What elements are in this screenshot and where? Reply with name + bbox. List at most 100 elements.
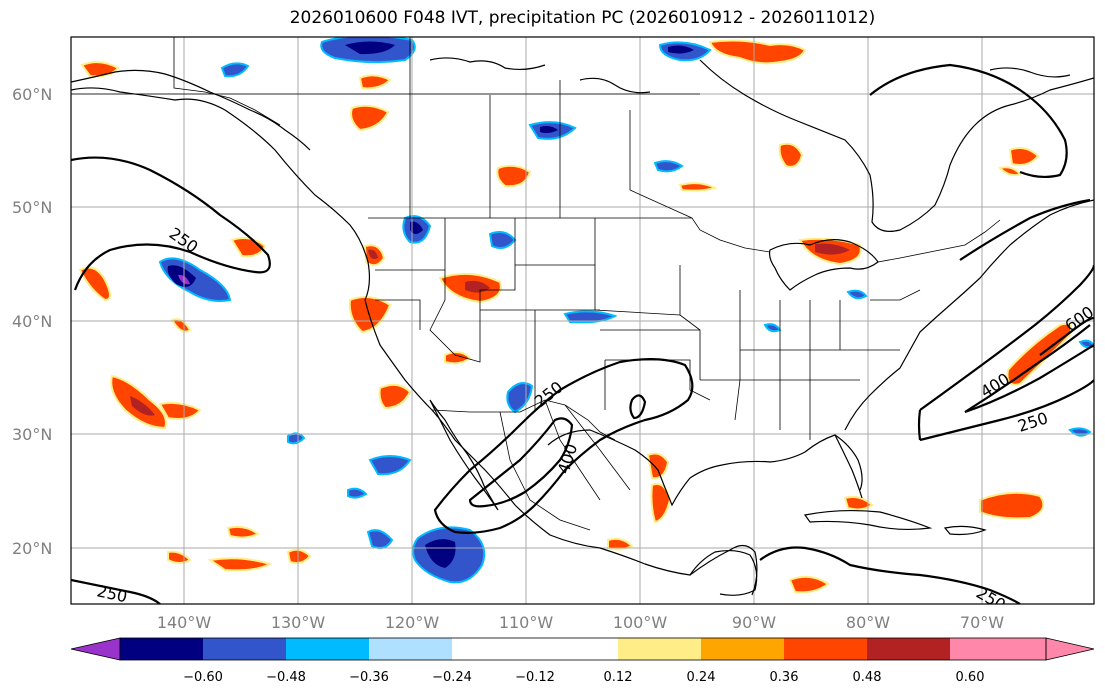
colorbar-extend-min <box>70 637 121 661</box>
precip-pc-fill <box>78 37 1094 594</box>
pos-anomaly-core <box>130 396 155 416</box>
arctic-islands-coastline <box>989 67 1071 78</box>
neg-anomaly-region <box>846 289 868 300</box>
ivt-label-250-southwest: 250 <box>95 581 129 606</box>
pos-anomaly-region <box>979 491 1045 520</box>
hudson-bay-coastline <box>699 59 1094 232</box>
pos-anomaly-region <box>646 452 670 480</box>
pos-anomaly-region <box>286 548 312 565</box>
pos-anomaly-core <box>815 243 850 255</box>
ivt-contour-250-mexico <box>433 358 694 534</box>
neg-anomaly-core <box>540 126 558 134</box>
neg-anomaly-region <box>368 455 412 476</box>
us-state-border <box>429 218 681 363</box>
political-borders <box>71 37 1001 531</box>
great-lakes-outline <box>768 239 879 291</box>
colorbar-segment <box>452 638 535 660</box>
pos-anomaly-region <box>678 182 718 192</box>
neg-anomaly-core <box>668 45 694 54</box>
ivt-contours <box>71 63 1094 604</box>
colorbar-segment <box>535 638 618 660</box>
neg-anomaly-region <box>220 62 250 78</box>
colorbar-tick-label: −0.60 <box>183 670 223 685</box>
ivt-contour-250-caribbean <box>759 546 1021 604</box>
colorbar-tick-label: 0.24 <box>687 670 716 685</box>
ivt-contour-400-mexico <box>468 417 574 508</box>
ivt-contour-250-southwest <box>71 578 161 604</box>
colorbar-extend-max <box>1045 637 1095 661</box>
map-content: 250 250 400 250 400 600 250 250 <box>71 37 1094 606</box>
neg-anomaly-core <box>425 539 456 568</box>
pos-anomaly-region <box>444 351 472 365</box>
ivt-contour-250-atlantic <box>919 264 1094 411</box>
coastlines <box>71 57 1094 596</box>
neg-anomaly-region <box>347 487 368 499</box>
yucatan-coastline <box>689 549 758 596</box>
pos-anomaly-region <box>226 525 260 539</box>
colorbar-frame <box>119 637 1047 661</box>
colorbar-segment <box>701 638 784 660</box>
us-canada-border <box>877 219 1001 263</box>
alaska-canada-border <box>173 37 281 126</box>
plot-title: 2026010600 F048 IVT, precipitation PC (2… <box>289 8 876 28</box>
mexican-state-border <box>544 399 601 501</box>
ivt-contour-250-east <box>959 198 1091 261</box>
pos-anomaly-region <box>378 383 412 410</box>
colorbar-tick-label: 0.60 <box>956 670 985 685</box>
colorbar-segment <box>950 638 1046 660</box>
pos-anomaly-region <box>788 575 830 594</box>
gulf-coast-coastline <box>547 429 863 507</box>
colorbar-tick-label: 0.48 <box>853 670 882 685</box>
colorbar-segment <box>618 638 701 660</box>
pos-anomaly-core <box>368 249 378 259</box>
colorbar-tick-label: 0.36 <box>770 670 799 685</box>
lon-label-70w: 70°W <box>960 613 1004 632</box>
arctic-islands-coastline <box>429 57 546 71</box>
hispaniola-coastline <box>943 525 987 536</box>
colorbar-tick-label: −0.12 <box>515 670 555 685</box>
baja-california-coastline <box>429 399 499 511</box>
lon-label-90w: 90°W <box>732 613 776 632</box>
lat-label-60n: 60°N <box>12 85 52 104</box>
arctic-islands-coastline <box>579 77 651 94</box>
canadian-province-border <box>629 110 693 219</box>
pos-anomaly-region <box>843 495 874 511</box>
pos-anomaly-region <box>170 318 192 333</box>
lat-label-40n: 40°N <box>12 312 52 331</box>
ivt-contour-600-atlantic <box>1039 316 1094 356</box>
pos-anomaly-region <box>650 483 672 524</box>
map-frame <box>70 36 1095 605</box>
alaska-coastline <box>71 69 311 151</box>
pos-anomaly-region <box>348 295 392 334</box>
colorbar-segment <box>286 638 369 660</box>
lon-label-120w: 120°W <box>385 613 440 632</box>
us-state-border <box>375 299 421 330</box>
ivt-contour-250-atlantic <box>917 409 922 441</box>
ivt-contour-400-atlantic <box>964 344 1094 414</box>
pos-anomaly-region <box>1008 147 1040 166</box>
pos-anomaly-region <box>998 166 1022 177</box>
pos-anomaly-region <box>207 557 273 572</box>
neg-anomaly-region <box>653 160 684 173</box>
pos-anomaly-region <box>158 401 202 420</box>
colorbar-tick-label: −0.36 <box>349 670 389 685</box>
ivt-contour-250-north <box>869 63 1068 179</box>
colorbar-tick-label: 0.12 <box>604 670 633 685</box>
colorbar-tick-label: −0.24 <box>432 670 472 685</box>
neg-anomaly-region <box>563 310 618 324</box>
latitude-labels: 60°N 50°N 40°N 30°N 20°N <box>12 85 52 558</box>
longitude-labels: 140°W 130°W 120°W 110°W 100°W 90°W 80°W … <box>157 613 1004 632</box>
lon-label-140w: 140°W <box>157 613 212 632</box>
us-canada-border <box>368 217 771 253</box>
us-state-border <box>870 289 921 301</box>
colorbar-segment <box>369 638 452 660</box>
pos-anomaly-region <box>778 142 804 168</box>
ivt-contour-small-loop <box>629 394 647 420</box>
pos-anomaly-region <box>1006 322 1073 386</box>
ivt-contour-250-atlantic <box>919 379 1094 442</box>
colorbar-segment <box>120 638 203 660</box>
pos-anomaly-region <box>496 164 532 188</box>
pos-anomaly-region <box>358 74 392 90</box>
ivt-contour-400-atlantic <box>964 324 1091 413</box>
